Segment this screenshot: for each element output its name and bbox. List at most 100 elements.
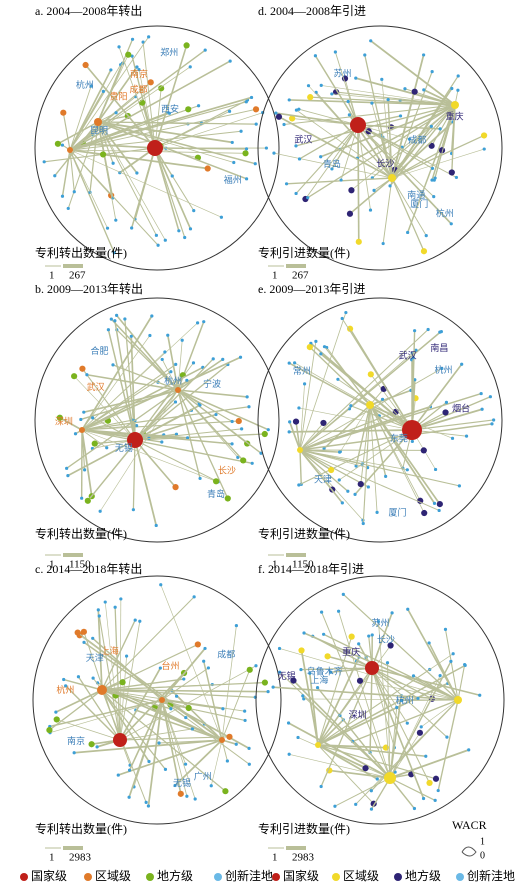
node	[240, 427, 243, 430]
node	[272, 152, 275, 155]
node	[67, 207, 70, 210]
node	[226, 759, 229, 762]
node	[105, 446, 108, 449]
node	[183, 42, 189, 48]
node	[299, 668, 302, 671]
node	[254, 664, 257, 667]
node	[342, 593, 345, 596]
node	[387, 98, 390, 101]
node	[205, 165, 211, 171]
node	[307, 344, 313, 350]
city-label: 乌鲁木齐	[307, 665, 343, 676]
node	[239, 130, 242, 133]
node	[210, 784, 213, 787]
node	[148, 79, 154, 85]
node	[73, 190, 76, 193]
node	[197, 104, 200, 107]
node	[438, 330, 441, 333]
wacr-glyph	[462, 847, 476, 856]
node	[182, 677, 185, 680]
legend-label: 国家级	[283, 868, 319, 883]
node	[367, 634, 370, 637]
node	[368, 371, 374, 377]
edge	[276, 113, 358, 125]
edge	[63, 113, 70, 150]
node	[421, 447, 427, 453]
node	[339, 178, 342, 181]
node	[115, 314, 118, 317]
node	[307, 94, 313, 100]
node	[424, 755, 427, 758]
node	[297, 406, 300, 409]
node	[406, 231, 409, 234]
city-label: 杭州	[76, 79, 94, 90]
node	[422, 88, 425, 91]
node	[110, 318, 113, 321]
node	[185, 795, 188, 798]
node	[444, 628, 447, 631]
node	[434, 799, 437, 802]
node	[74, 432, 77, 435]
city-label: 南昌	[430, 342, 448, 353]
panel-title: c. 2014—2018年转出	[35, 561, 142, 576]
size-legend-min: 1	[272, 270, 278, 282]
node	[135, 171, 138, 174]
node	[225, 495, 231, 501]
node	[119, 597, 122, 600]
node	[172, 484, 178, 490]
node	[433, 776, 439, 782]
panel-title: a. 2004—2008年转出	[35, 3, 142, 18]
node	[399, 114, 402, 117]
node	[406, 722, 409, 725]
node	[163, 350, 166, 353]
size-legend-title: 专利转出数量(件)	[35, 245, 127, 260]
node	[390, 611, 393, 614]
wacr-bottom: 0	[480, 850, 485, 861]
node	[98, 614, 101, 617]
node	[428, 641, 431, 644]
edge	[300, 384, 305, 450]
panel-title: e. 2009—2013年引进	[258, 282, 365, 296]
city-label: 长沙	[376, 158, 394, 169]
edge	[155, 148, 190, 229]
city-label: 无锡	[173, 778, 191, 788]
node	[298, 157, 301, 160]
node	[276, 114, 282, 120]
node	[240, 457, 246, 463]
node	[413, 329, 416, 332]
node	[114, 606, 117, 609]
node	[53, 174, 56, 177]
node	[85, 373, 88, 376]
node	[369, 208, 372, 211]
node	[220, 216, 223, 219]
node	[403, 87, 406, 90]
city-label: 南京	[130, 68, 148, 79]
node	[303, 382, 306, 385]
hub-node	[315, 742, 321, 748]
node	[226, 734, 232, 740]
node	[231, 420, 234, 423]
node	[157, 741, 160, 744]
node	[77, 675, 80, 678]
node	[422, 53, 425, 56]
node	[432, 195, 435, 198]
hub-node	[159, 697, 165, 703]
node	[288, 753, 291, 756]
node	[307, 84, 310, 87]
node	[288, 430, 291, 433]
node	[348, 113, 351, 116]
size-legend-title: 专利引进数量(件)	[258, 245, 350, 260]
edge	[178, 390, 243, 460]
node	[132, 508, 135, 511]
node	[128, 769, 131, 772]
city-label: 福州	[224, 174, 242, 185]
node	[288, 98, 291, 101]
city-label: 武汉	[294, 134, 312, 145]
edge	[315, 56, 358, 125]
node	[91, 416, 94, 419]
hub-node	[97, 685, 107, 695]
node	[344, 311, 347, 314]
node	[82, 411, 85, 414]
node	[406, 468, 409, 471]
node	[382, 242, 385, 245]
